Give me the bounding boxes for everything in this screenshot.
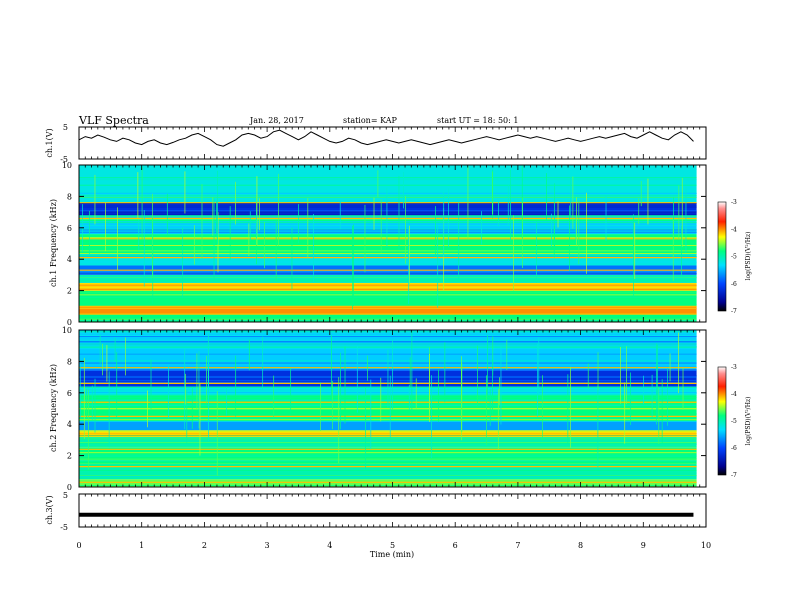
ch2-spectrogram-ytick-label: 6	[67, 389, 72, 398]
ch1-spectrogram-ytick-label: 8	[67, 192, 72, 201]
time-tick-label: 10	[701, 541, 711, 550]
ch1-spectrogram-band	[79, 256, 697, 266]
ch2-colorbar-label: log(PSD)(V²/Hz)	[745, 397, 752, 446]
ch2-spectrogram-ytick-label: 10	[62, 326, 72, 335]
ch2-spectrogram-colorbar-tick-label: -3	[731, 364, 737, 371]
time-tick-label: 1	[139, 541, 144, 550]
ch1-spectrogram-band	[79, 165, 697, 203]
ch2-spectrogram-ytick-label: 2	[67, 452, 72, 461]
ch1-colorbar-label: log(PSD)(V²/Hz)	[745, 232, 752, 281]
ch1-spectrogram-colorbar-tick-label: -4	[731, 226, 737, 233]
ch1-voltage-line	[78, 129, 694, 147]
time-axis-ticks: 0 1 2 3 4 5 6 7 8 9 10	[76, 127, 711, 550]
ch1-spectrogram-band	[79, 282, 697, 291]
time-tick-label: 3	[265, 541, 270, 550]
ch1-colorbar	[717, 201, 727, 312]
time-tick-label: 8	[578, 541, 583, 550]
figure-title: VLF Spectra	[78, 114, 149, 127]
ch2-colorbar	[717, 366, 727, 476]
time-tick-label: 9	[641, 541, 646, 550]
ch1-spectrogram-ytick-label: 4	[67, 255, 72, 264]
ch1-colorbar-ticks: -3 -4 -5 -6 -7	[731, 199, 737, 315]
ch1-spectrogram-image	[79, 165, 706, 322]
ch2-spectrogram-ylabel: ch.2 Frequency (kHz)	[49, 364, 58, 452]
ch3-voltage-tick-top: 5	[63, 491, 68, 500]
time-tick-label: 2	[202, 541, 207, 550]
ch2-spectrogram-colorbar-tick-label: -6	[731, 445, 737, 452]
time-tick-label: 5	[390, 541, 395, 550]
ch1-spectrogram-ytick-label: 2	[67, 287, 72, 296]
ch1-voltage-ylabel: ch.1(V)	[45, 128, 54, 157]
ch1-voltage-frame	[78, 126, 707, 160]
ch2-spectrogram-image	[79, 330, 706, 487]
ch2-colorbar-ticks: -3 -4 -5 -6 -7	[731, 364, 737, 479]
ch1-frequency-ticks: 0 2 4 6 8 10	[62, 161, 706, 327]
ch1-spectrogram-colorbar-tick-label: -7	[731, 308, 737, 315]
time-tick-label: 7	[515, 541, 520, 550]
time-tick-label: 0	[76, 541, 81, 550]
ch2-frequency-ticks: 0 2 4 6 8 10	[62, 326, 706, 492]
ch1-spectrogram-ytick-label: 0	[67, 318, 72, 327]
ch2-spectrogram-band	[79, 479, 697, 487]
station-label: station= KAP	[343, 116, 398, 125]
ch1-spectrogram-band	[79, 306, 697, 315]
ch3-voltage-ylabel: ch.3(V)	[45, 495, 54, 524]
ch2-spectrogram-colorbar-tick-label: -7	[731, 472, 737, 479]
time-tick-label: 4	[327, 541, 332, 550]
time-axis-label: Time (min)	[370, 550, 414, 559]
start-time-label: start UT = 18: 50: 1	[437, 116, 518, 125]
ch2-spectrogram-ytick-label: 8	[67, 357, 72, 366]
ch1-spectrogram-ytick-label: 6	[67, 224, 72, 233]
ch1-spectrogram-band	[79, 274, 697, 283]
ch1-voltage-panel: ch.1(V) 5 -5	[45, 123, 707, 164]
ch1-spectrogram-ylabel: ch.1 Frequency (kHz)	[49, 199, 58, 287]
ch3-voltage-tick-bottom: -5	[60, 523, 68, 532]
ch2-spectrogram-band	[79, 421, 697, 431]
ch1-voltage-tick-bottom: -5	[60, 155, 68, 164]
ch3-voltage-panel: ch.3(V) 5 -5	[45, 491, 707, 532]
ch2-spectrogram-colorbar-tick-label: -4	[731, 391, 737, 398]
ch2-spectrogram-ytick-label: 4	[67, 420, 72, 429]
ch2-spectrogram-colorbar-tick-label: -5	[731, 418, 737, 425]
ch1-voltage-tick-top: 5	[63, 123, 68, 132]
ch1-spectrogram-colorbar-tick-label: -6	[731, 281, 737, 288]
ch1-spectrogram-ytick-label: 10	[62, 161, 72, 170]
date-label: Jan. 28, 2017	[249, 116, 304, 125]
ch1-spectrogram-band	[79, 290, 697, 307]
time-tick-label: 6	[453, 541, 458, 550]
ch1-spectrogram-colorbar-tick-label: -3	[731, 199, 737, 206]
ch2-spectrogram-ytick-label: 0	[67, 483, 72, 492]
ch1-spectrogram-colorbar-tick-label: -5	[731, 254, 737, 261]
ch1-spectrogram-band	[79, 314, 697, 322]
